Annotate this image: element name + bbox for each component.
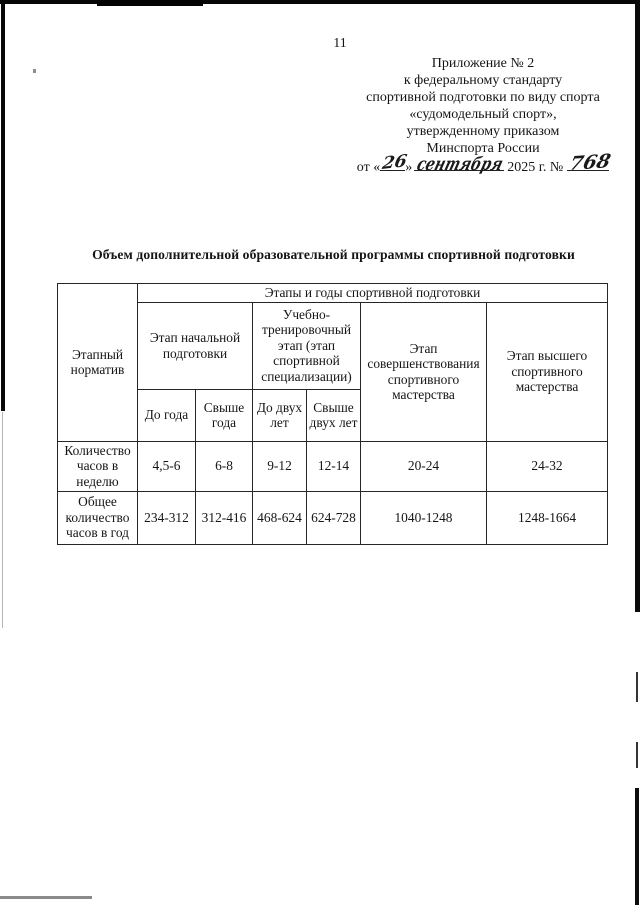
cell-year-hours: 1040-1248 [360, 490, 487, 545]
scan-line-bottom-left [0, 896, 92, 899]
cell-corner-header: Этапный норматив [57, 283, 138, 442]
cell-year-hours: 468-624 [252, 490, 307, 545]
appendix-line: к федеральному стандарту [403, 73, 563, 88]
cell-year-hours: 234-312 [137, 490, 196, 545]
scan-edge-top [0, 0, 640, 4]
document-title: Объем дополнительной образовательной про… [92, 247, 575, 262]
cell-period-under-year: До года [137, 388, 196, 442]
date-close-quote: » [405, 160, 413, 175]
cell-year-hours: 312-416 [195, 490, 253, 545]
cell-period-over-year: Свыше года [195, 388, 253, 442]
row-label-hours-per-week: Количество часов в неделю [57, 440, 138, 492]
cell-period-under-two: До двух лет [252, 388, 307, 442]
page-number: 11 [333, 36, 347, 51]
training-volume-table: Этапный норматив Этапы и годы спортивной… [57, 283, 609, 545]
table-row-hours-per-week: Количество часов в неделю 4,5-6 6-8 9-12… [57, 440, 609, 492]
cell-week-hours: 9-12 [252, 440, 307, 492]
scan-edge-right-dash [636, 742, 638, 768]
scan-edge-top-thick [97, 0, 203, 6]
scan-speck [33, 69, 36, 73]
cell-stage-improvement: Этап совершенствования спортивного масте… [360, 301, 487, 442]
appendix-header-block: Приложение № 2 к федеральному стандарту … [353, 55, 613, 176]
scan-edge-left [1, 0, 5, 411]
scan-edge-right-dash [636, 672, 638, 702]
cell-week-hours: 12-14 [306, 440, 361, 492]
handwritten-month: сентября [414, 154, 506, 175]
scan-edge-right [635, 0, 640, 612]
date-prefix: от « [356, 160, 381, 175]
cell-year-hours: 1248-1664 [485, 490, 609, 545]
scan-edge-left-faint [2, 412, 3, 628]
appendix-line: Минспорта России [426, 141, 540, 156]
cell-stage-highest: Этап высшего спортивного мастерства [485, 301, 609, 442]
handwritten-day: 26 [380, 151, 409, 174]
cell-stage-training: Учебно-тренировочный этап (этап спортивн… [252, 301, 361, 390]
date-year: 2025 г. № [507, 160, 564, 175]
cell-week-hours: 4,5-6 [137, 440, 196, 492]
cell-stages-header: Этапы и годы спортивной подготовки [136, 283, 609, 303]
table-row-hours-per-year: Общее количество часов в год 234-312 312… [57, 490, 609, 545]
cell-period-over-two: Свыше двух лет [306, 388, 361, 442]
appendix-line: утвержденному приказом [406, 124, 560, 139]
appendix-line: спортивной подготовки по виду спорта [366, 90, 600, 105]
appendix-line: «судомодельный спорт», [409, 107, 557, 122]
cell-stage-initial: Этап начальной подготовки [137, 301, 253, 390]
cell-week-hours: 6-8 [195, 440, 253, 492]
appendix-line: Приложение № 2 [431, 56, 535, 71]
cell-year-hours: 624-728 [306, 490, 361, 545]
scan-edge-right-lower [635, 788, 639, 905]
handwritten-order-number: 768 [567, 150, 613, 175]
order-date-line: от «26» сентября 2025 г. № 768 [353, 150, 613, 176]
cell-week-hours: 20-24 [360, 440, 487, 492]
row-label-hours-per-year: Общее количество часов в год [57, 490, 138, 545]
cell-week-hours: 24-32 [485, 440, 609, 492]
